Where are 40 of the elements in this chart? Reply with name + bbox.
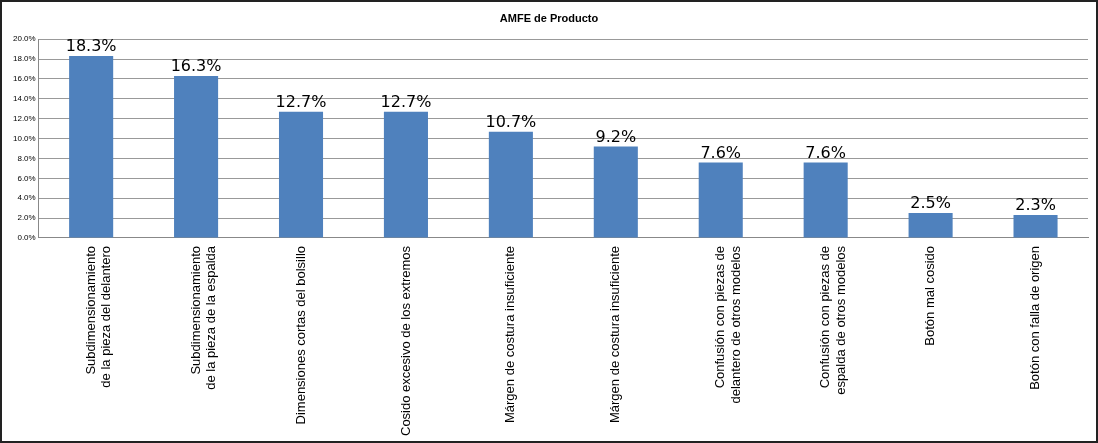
y-tick-label: 2.0% [17,213,36,223]
bar [908,213,953,238]
y-tick-label: 10.0% [13,133,36,143]
data-label: 12.7% [380,91,432,111]
y-tick-label: 6.0% [17,173,36,183]
data-label: 7.6% [700,142,742,162]
y-tick-label: 14.0% [13,94,36,104]
data-label: 2.5% [910,193,951,213]
x-tick-label: Cosido excesivo de los extremos [397,245,413,436]
bar [593,146,638,238]
bar [488,131,533,238]
y-tick-label: 0.0% [17,233,36,243]
x-tick-label: Márgen de costura insuficiente [607,245,623,424]
data-label: 12.7% [275,91,327,111]
bar [383,111,428,238]
x-tick-label: Botón mal cosido [922,245,938,346]
y-tick-label: 16.0% [13,74,36,84]
chart-title: AMFE de Producto [499,11,599,24]
x-tick-label: Subdimensionamiento de la pieza del delantero [82,245,114,388]
bar [1013,215,1058,238]
bar [278,111,324,238]
data-label: 18.3% [65,36,117,56]
bar [174,75,219,238]
y-tick-label: 20.0% [13,34,36,44]
y-tick-label: 4.0% [17,193,36,203]
data-label: 10.7% [485,111,537,131]
y-tick-label: 8.0% [17,153,36,163]
bar [803,162,848,238]
data-label: 9.2% [595,126,637,146]
data-label: 16.3% [170,56,222,76]
y-tick-label: 18.0% [13,54,36,64]
x-tick-label: Botón con falla de origen [1027,245,1043,390]
x-tick-label: Márgen de costura insuficiente [502,245,518,424]
y-tick-label: 12.0% [13,113,36,123]
bar [69,56,114,238]
data-label: 7.6% [805,142,846,162]
x-tick-label: Confusión con piezas de delantero de otros modelos [712,245,743,404]
x-tick-label: Dimensiones cortas del bolsillo [292,245,308,425]
data-label: 2.3% [1015,195,1056,215]
bar [698,162,743,238]
